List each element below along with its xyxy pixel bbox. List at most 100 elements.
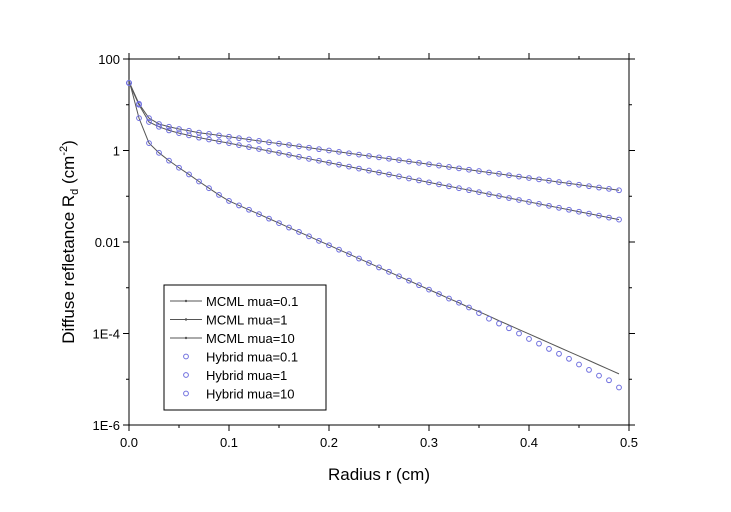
series-line [128, 82, 620, 221]
series-marker [346, 150, 352, 157]
y-label-end: ) [59, 140, 78, 146]
series-marker [526, 199, 532, 205]
legend-dot [184, 318, 188, 321]
y-tick-label: 1E-4 [93, 327, 120, 342]
series-marker [456, 185, 462, 192]
series-marker [166, 157, 172, 164]
series-marker [216, 132, 222, 139]
series-marker [516, 330, 522, 337]
series-marker [296, 143, 302, 150]
series-marker [376, 169, 382, 176]
series-marker [336, 148, 342, 155]
series-marker [456, 165, 462, 172]
y-label-sup: -2 [58, 146, 70, 156]
series-marker [606, 214, 612, 221]
series-marker [366, 167, 372, 174]
series-marker [316, 237, 322, 244]
series-marker [506, 325, 512, 332]
series-marker [396, 173, 402, 180]
series-marker [436, 181, 442, 188]
series-marker [506, 172, 512, 179]
series-marker [306, 155, 312, 162]
series-line [128, 81, 620, 191]
series-marker [586, 367, 592, 373]
series-marker [186, 132, 192, 139]
y-tick-label: 0.01 [95, 235, 120, 250]
x-tick-label: 0.5 [620, 435, 638, 450]
x-tick-label: 0.1 [220, 435, 238, 450]
x-tick-label: 0.4 [520, 435, 538, 450]
series-marker [186, 171, 192, 178]
series-marker [196, 178, 202, 185]
series-marker [496, 320, 502, 327]
series-marker [426, 286, 432, 293]
series-marker [306, 233, 312, 240]
series-marker [416, 159, 422, 166]
legend-marker [183, 390, 189, 397]
series-marker [516, 197, 522, 203]
series-marker [256, 146, 262, 152]
series-marker [406, 175, 412, 182]
series-marker [526, 175, 532, 181]
series-marker [136, 115, 142, 122]
series-marker [246, 144, 252, 150]
legend-marker [183, 353, 189, 360]
series-marker [276, 220, 282, 226]
series-marker [566, 180, 572, 187]
series-marker [336, 161, 342, 168]
series-marker [356, 165, 362, 172]
series-marker [386, 171, 392, 178]
series-marker [406, 158, 412, 165]
series-marker [436, 291, 442, 297]
series-marker [506, 195, 512, 201]
series-marker [386, 268, 392, 275]
series-marker [316, 157, 322, 164]
series-marker [616, 384, 622, 391]
series-marker [266, 148, 272, 154]
series-marker [166, 127, 172, 134]
series-marker [236, 202, 242, 209]
series-marker [436, 162, 442, 169]
series-marker [216, 138, 222, 145]
series-marker [586, 210, 592, 217]
series-marker [266, 215, 272, 222]
series-marker [246, 136, 252, 143]
series-marker [236, 135, 242, 142]
series-marker [226, 140, 232, 147]
series-marker [126, 80, 132, 86]
series-marker [536, 176, 542, 183]
series-marker [136, 101, 142, 108]
series-marker [606, 185, 612, 192]
y-label-main: Diffuse refletance R [59, 195, 78, 344]
legend-label: Hybrid mua=0.1 [206, 350, 298, 365]
series-marker [396, 273, 402, 280]
series-marker [356, 151, 362, 158]
series-marker [596, 372, 602, 379]
x-tick-label: 0.3 [420, 435, 438, 450]
series-marker [376, 264, 382, 271]
series-marker [426, 179, 432, 186]
legend-label: MCML mua=10 [206, 331, 295, 346]
series-marker [586, 183, 592, 190]
series-marker [326, 159, 332, 166]
series-marker [486, 169, 492, 176]
series-marker [156, 123, 162, 130]
series-marker [206, 136, 212, 143]
series-marker [376, 154, 382, 161]
series-marker [296, 229, 302, 235]
legend-box [163, 284, 327, 411]
series-marker [366, 260, 372, 266]
series-marker [346, 251, 352, 257]
series-marker [556, 179, 562, 185]
legend-dot [184, 336, 188, 340]
series-marker [616, 216, 622, 223]
series-marker [346, 163, 352, 170]
legend-dot [184, 299, 188, 303]
series-marker [336, 246, 342, 253]
series-marker [286, 142, 292, 148]
series-marker [236, 142, 242, 149]
series-marker [176, 130, 182, 137]
series-marker [466, 166, 472, 173]
